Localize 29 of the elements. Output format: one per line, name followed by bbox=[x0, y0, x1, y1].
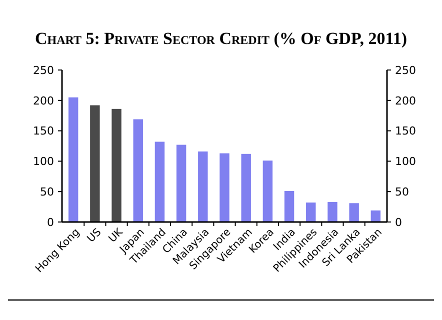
bar bbox=[112, 108, 122, 222]
bar bbox=[241, 154, 251, 222]
bar bbox=[176, 144, 186, 222]
bar bbox=[154, 142, 165, 222]
y-tick-label: 250 bbox=[33, 64, 54, 77]
bar bbox=[328, 202, 338, 222]
y2-tick-label: 100 bbox=[395, 155, 416, 168]
bar bbox=[370, 210, 381, 222]
y-tick-label: 100 bbox=[33, 155, 54, 168]
y-tick-label: 200 bbox=[33, 94, 54, 108]
bar bbox=[262, 160, 273, 222]
y-tick-label: 0 bbox=[47, 216, 54, 229]
bar bbox=[90, 105, 100, 222]
chart-title: Chart 5: Private Sector Credit (% Of GDP, 2011) bbox=[34, 29, 408, 48]
y2-tick-label: 0 bbox=[395, 216, 402, 229]
bar bbox=[68, 97, 78, 222]
bar bbox=[220, 153, 230, 222]
bar bbox=[198, 151, 208, 222]
x-tick-label: US bbox=[85, 226, 104, 245]
bar bbox=[133, 119, 143, 222]
y2-tick-label: 150 bbox=[395, 124, 416, 138]
y2-tick-label: 250 bbox=[395, 64, 416, 77]
bar bbox=[349, 203, 359, 222]
y-tick-label: 150 bbox=[33, 124, 54, 138]
y2-tick-label: 50 bbox=[395, 185, 409, 198]
y-tick-label: 50 bbox=[40, 185, 54, 198]
y2-tick-label: 200 bbox=[395, 94, 416, 108]
bar bbox=[284, 190, 294, 222]
bar bbox=[306, 202, 316, 222]
